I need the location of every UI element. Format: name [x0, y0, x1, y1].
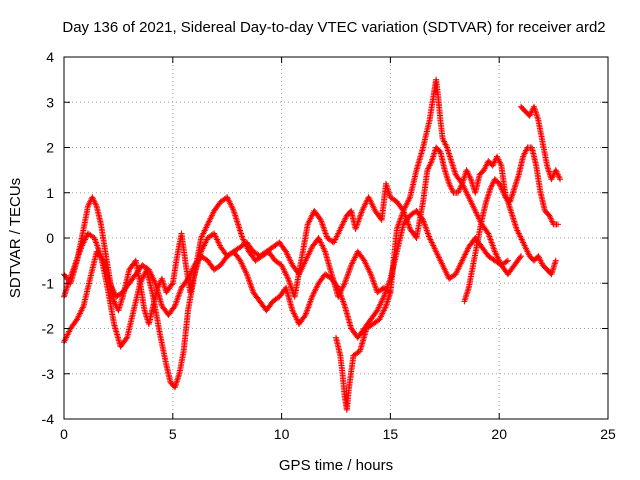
y-tick-label: -3	[42, 366, 55, 382]
x-tick-label: 15	[383, 426, 399, 442]
y-tick-label: 3	[46, 94, 54, 110]
x-tick-label: 5	[169, 426, 177, 442]
y-tick-label: 1	[46, 185, 54, 201]
x-tick-label: 20	[491, 426, 507, 442]
y-axis-label: SDTVAR / TECUs	[7, 178, 24, 298]
y-tick-label: -1	[42, 275, 55, 291]
x-tick-label: 0	[60, 426, 68, 442]
x-tick-label: 25	[600, 426, 616, 442]
data-series	[61, 76, 564, 413]
x-tick-label: 10	[274, 426, 290, 442]
y-tick-label: 4	[46, 49, 54, 65]
series-track-5	[518, 103, 564, 183]
axis-ticks: 0 5 10 15 20 25 -4 -3 -2 -1 0 1 2 3 4	[42, 49, 616, 442]
y-tick-label: -2	[42, 321, 55, 337]
y-tick-label: -4	[42, 411, 55, 427]
series-track-6	[461, 176, 559, 305]
x-axis-label: GPS time / hours	[279, 457, 393, 474]
series-track-4	[333, 76, 524, 413]
series-track-2	[61, 207, 511, 391]
y-tick-label: 2	[46, 140, 54, 156]
y-tick-label: 0	[46, 230, 54, 246]
chart-title: Day 136 of 2021, Sidereal Day-to-day VTE…	[62, 19, 605, 36]
